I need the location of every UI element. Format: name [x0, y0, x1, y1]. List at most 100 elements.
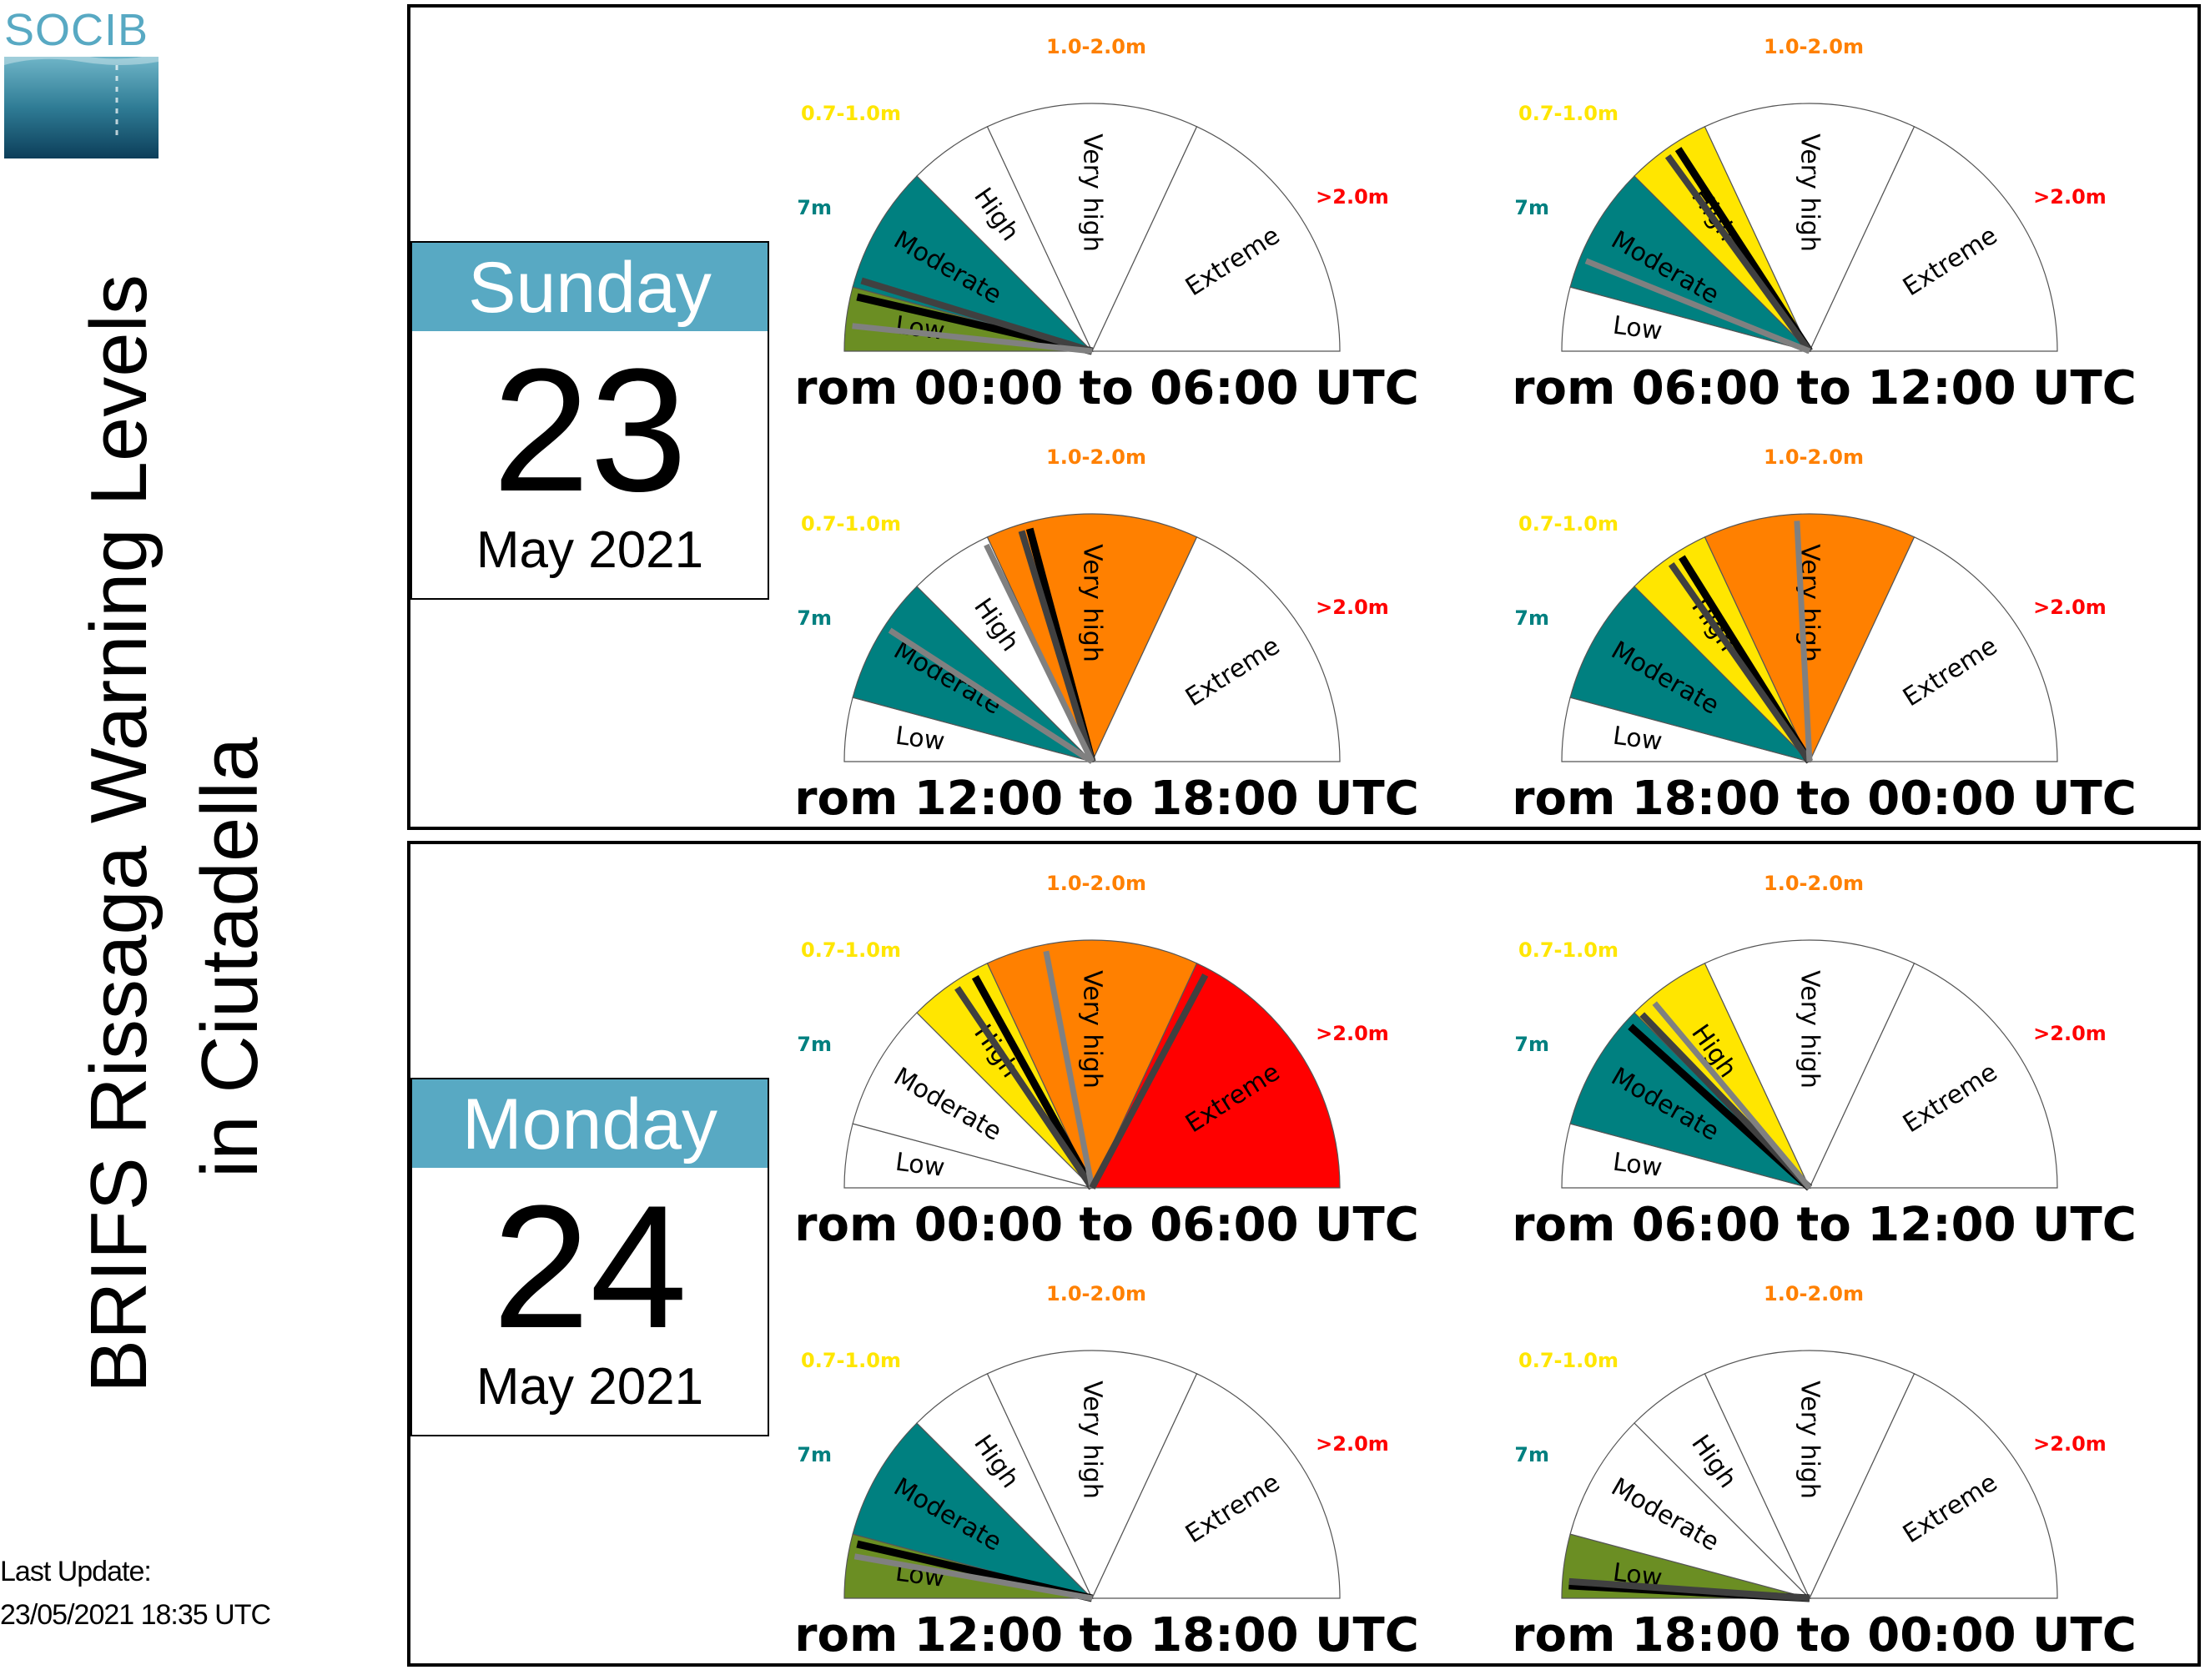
- gauge-period-label: From 06:00 to 12:00 UTC: [1516, 1198, 2137, 1252]
- gauge-threshold-label: 0.2-0.7m: [1516, 1033, 1549, 1056]
- gauge-threshold-label: >2.0m: [2033, 185, 2107, 209]
- gauge-level-label: Very high: [1078, 133, 1107, 252]
- gauge-period-label: From 18:00 to 00:00 UTC: [1516, 772, 2137, 826]
- gauge-threshold-label: 0.2-0.7m: [798, 196, 832, 219]
- gauge-needle: [954, 986, 1095, 1190]
- gauge-needle: [860, 277, 1094, 355]
- gauge-sector-extreme: [1809, 536, 2058, 762]
- gauge-needle: [1043, 950, 1095, 1189]
- gauge-threshold-label: 0.2-0.7m: [1516, 606, 1549, 630]
- socib-logo: SOCIB: [4, 5, 159, 158]
- gauge-needle: [971, 975, 1095, 1190]
- last-update-value: 23/05/2021 18:35 UTC: [0, 1599, 271, 1631]
- gauge-level-label: Low: [1611, 311, 1664, 346]
- gauge-level-label: Very high: [1795, 133, 1825, 252]
- gauge-threshold-label: 0.2-0.7m: [798, 1033, 832, 1056]
- gauge-needle: [1584, 258, 1811, 355]
- socib-logo-graphic: SOCIB: [4, 5, 159, 158]
- gauge-threshold-label: 0.2-0.7m: [798, 606, 832, 630]
- gauge-level-label: Low: [1611, 722, 1664, 757]
- gauge-sector-very-high: [1704, 513, 1916, 763]
- gauge-threshold-label: 1.0-2.0m: [1764, 1282, 1864, 1305]
- day-panel-sunday: Sunday 23 May 2021 Low Moderate High Very h…: [407, 4, 2201, 830]
- gauge-needle: [1668, 561, 1813, 764]
- gauge-threshold-label: 0.7-1.0m: [1518, 1349, 1619, 1372]
- gauge-level-label: Low: [894, 722, 946, 757]
- gauge-level-label: Very high: [1795, 1381, 1825, 1499]
- gauge-sector-moderate: [852, 175, 1095, 353]
- gauge-threshold-label: 1.0-2.0m: [1764, 872, 1864, 895]
- gauge-sector-extreme: [1809, 963, 2058, 1189]
- weekday-label: Sunday: [410, 241, 769, 333]
- gauge-sector-very-high: [1704, 939, 1916, 1190]
- gauge-needle: [1794, 521, 1813, 762]
- gauge-period-label: From 12:00 to 18:00 UTC: [798, 1608, 1419, 1662]
- page-title: BRIFS Rissaga Warning Levels in Ciutadel…: [67, 274, 275, 1426]
- gauge-threshold-label: 0.2-0.7m: [1516, 1443, 1549, 1466]
- gauge-needle: [1664, 153, 1813, 354]
- gauge-sector-very-high: [986, 103, 1198, 353]
- gauge-threshold-label: >2.0m: [1316, 1432, 1389, 1456]
- gauge-needle: [852, 323, 1093, 355]
- gauge-sector-moderate: [1569, 1422, 1812, 1600]
- gauge-sector-very-high: [986, 939, 1198, 1190]
- gauge-threshold-label: 1.0-2.0m: [1046, 445, 1146, 469]
- gauge-threshold-label: 0.7-1.0m: [1518, 512, 1619, 536]
- gauge-needle: [1018, 530, 1095, 763]
- gauge-sector-moderate: [1569, 175, 1812, 353]
- month-year: May 2021: [476, 521, 704, 579]
- gauge-period-label: From 00:00 to 06:00 UTC: [798, 361, 1419, 415]
- gauge-sector-moderate: [1569, 1012, 1812, 1190]
- gauge-threshold-label: 0.7-1.0m: [801, 938, 901, 962]
- gauge-threshold-label: 0.7-1.0m: [801, 512, 901, 536]
- gauge-sector-very-high: [986, 1350, 1198, 1600]
- date-body: 24 May 2021: [410, 1168, 769, 1436]
- gauge-sector-moderate: [1569, 586, 1812, 763]
- gauge-threshold-label: 1.0-2.0m: [1764, 35, 1864, 58]
- gauge-sector-moderate: [852, 1422, 1095, 1600]
- gauge-threshold-label: 0.7-1.0m: [801, 1349, 901, 1372]
- page-title-line-1: BRIFS Rissaga Warning Levels: [74, 275, 164, 1393]
- date-card: Sunday 23 May 2021: [410, 241, 769, 600]
- gauge-threshold-label: 1.0-2.0m: [1046, 35, 1146, 58]
- month-year: May 2021: [476, 1358, 704, 1416]
- gauge-threshold-label: >2.0m: [2033, 596, 2107, 619]
- gauge-level-label: Very high: [1795, 970, 1825, 1089]
- gauge-level-label: Low: [1611, 1148, 1664, 1183]
- gauge-needle: [888, 627, 1094, 764]
- gauge-sector-extreme: [1809, 1373, 2058, 1599]
- gauge-sector-moderate: [852, 586, 1095, 763]
- weekday-label: Monday: [410, 1078, 769, 1169]
- gauge-threshold-label: 0.2-0.7m: [1516, 196, 1549, 219]
- gauge-period-label: From 06:00 to 12:00 UTC: [1516, 361, 2137, 415]
- gauge-level-label: Very high: [1078, 544, 1107, 662]
- last-update-label: Last Update:: [0, 1556, 152, 1587]
- socib-logo-text: SOCIB: [4, 7, 149, 55]
- gauge-period-label: From 12:00 to 18:00 UTC: [798, 772, 1419, 826]
- gauge-sector-very-high: [1704, 103, 1916, 353]
- date-body: 23 May 2021: [410, 331, 769, 600]
- page-title-graphic: BRIFS Rissaga Warning Levels in Ciutadel…: [74, 274, 274, 1393]
- gauge-period-label: From 00:00 to 06:00 UTC: [798, 1198, 1419, 1252]
- gauge-sector-extreme: [1091, 1373, 1341, 1599]
- gauge-threshold-label: 0.7-1.0m: [1518, 102, 1619, 125]
- gauge-threshold-label: 1.0-2.0m: [1046, 872, 1146, 895]
- gauge-sector-extreme: [1091, 963, 1341, 1189]
- gauge-level-label: Very high: [1078, 1381, 1107, 1499]
- gauge-needle: [984, 543, 1095, 763]
- gauge-threshold-label: 0.2-0.7m: [798, 1443, 832, 1466]
- gauge-threshold-label: >2.0m: [1316, 1022, 1389, 1045]
